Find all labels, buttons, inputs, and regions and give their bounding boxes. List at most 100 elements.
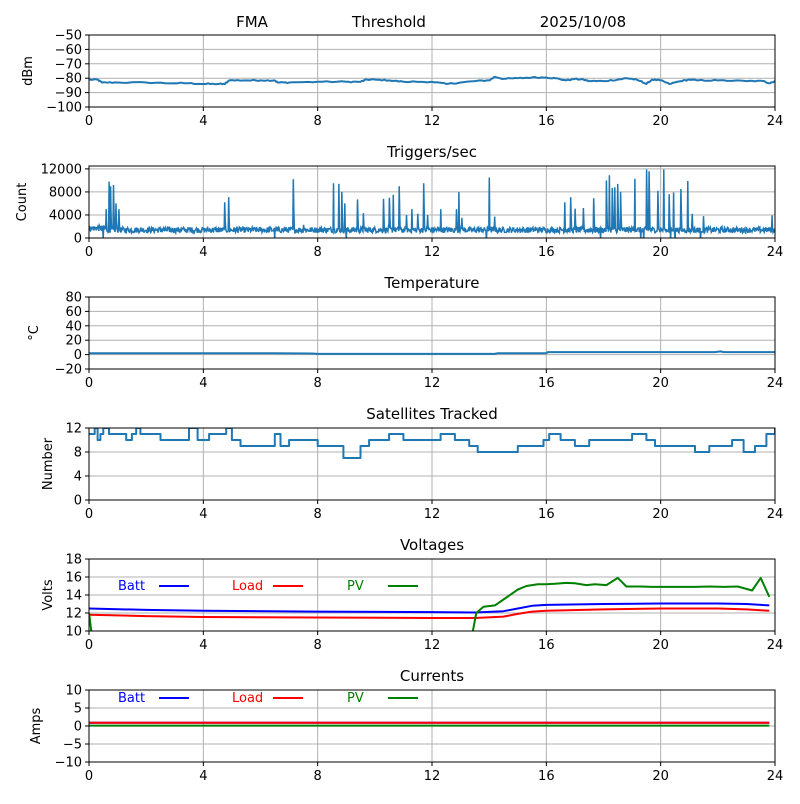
panel-triggers: 0 4 8 12 16 20 24 0 4000 8000 12000 Triggers/sec Cou… (15, 143, 783, 260)
x-tick-label: 8 (314, 769, 322, 784)
y-tick-label: 10 (65, 625, 82, 640)
y-tick-label: 4000 (49, 208, 82, 223)
y-tick-label: 0 (74, 494, 82, 509)
y-tick-label: 8000 (49, 185, 82, 200)
y-tick-label: −50 (55, 29, 82, 44)
series-line-triggers (89, 169, 775, 238)
y-tick-label: 12 (65, 422, 82, 437)
header-title-center: Threshold (351, 13, 426, 31)
x-tick-label: 4 (199, 114, 207, 129)
y-axis-label: Amps (29, 707, 44, 744)
y-axis-label: Volts (41, 579, 56, 611)
x-tick-label: 20 (652, 769, 669, 784)
panel-satellites: 0 4 8 12 16 20 24 0 4 8 12 Satellites Tracked Number (41, 405, 783, 522)
y-tick-label: 0 (74, 720, 82, 735)
x-tick-label: 4 (199, 376, 207, 391)
x-tick-label: 16 (538, 507, 555, 522)
series-line-temperature (89, 350, 775, 355)
x-tick-label: 16 (538, 638, 555, 653)
header-title-right: 2025/10/08 (540, 13, 626, 31)
y-tick-label: 5 (74, 702, 82, 717)
x-tick-label: 12 (424, 245, 441, 260)
x-tick-label: 20 (652, 114, 669, 129)
series-line-satellites (89, 428, 775, 459)
panel-signal: 0 4 8 12 16 20 24 −100−90−80−70−60−50 dBm (21, 29, 783, 130)
x-tick-label: 0 (85, 507, 93, 522)
header-title-left: FMA (236, 13, 269, 31)
x-tick-label: 24 (767, 769, 784, 784)
x-tick-label: 16 (538, 114, 555, 129)
x-tick-label: 20 (652, 376, 669, 391)
y-tick-label: −70 (55, 57, 82, 72)
x-tick-label: 8 (314, 245, 322, 260)
series-line-signal (89, 75, 775, 86)
legend-label-pv: PV (347, 691, 364, 706)
y-axis-label: Count (15, 183, 30, 222)
series-group (89, 350, 775, 355)
x-tick-label: 16 (538, 376, 555, 391)
y-tick-label: −60 (55, 43, 82, 58)
x-tick-label: 4 (199, 245, 207, 260)
x-tick-label: 8 (314, 507, 322, 522)
panel-currents: Batt Load PV 0 4 8 12 16 20 24 −10 −5 0 5 10 Currents Am… (29, 667, 783, 784)
x-tick-label: 12 (424, 638, 441, 653)
y-tick-label: −20 (55, 363, 82, 378)
series-line-batt (89, 602, 770, 614)
legend-label-pv: PV (347, 579, 364, 594)
chart-title: Temperature (383, 274, 479, 292)
x-tick-label: 4 (199, 638, 207, 653)
x-tick-label: 8 (314, 376, 322, 391)
panel-voltages: Batt Load PV 0 4 8 12 16 20 24 10 12 14 16 18 Voltages V… (41, 536, 783, 653)
x-tick-label: 16 (538, 769, 555, 784)
chart-title: Satellites Tracked (366, 405, 497, 423)
chart-title: Triggers/sec (386, 143, 477, 161)
y-tick-label: 10 (65, 684, 82, 699)
chart-title: Currents (400, 667, 464, 685)
y-tick-label: 80 (65, 291, 82, 306)
y-axis-label: dBm (21, 56, 36, 86)
x-tick-label: 20 (652, 507, 669, 522)
y-tick-label: 0 (74, 232, 82, 247)
x-tick-label: 24 (767, 114, 784, 129)
y-tick-label: 60 (65, 305, 82, 320)
x-tick-label: 12 (424, 507, 441, 522)
y-tick-label: −80 (55, 72, 82, 87)
y-tick-label: 8 (74, 446, 82, 461)
y-tick-label: 16 (65, 571, 82, 586)
legend-label-batt: Batt (118, 579, 145, 594)
y-tick-label: 0 (74, 348, 82, 363)
series-group (89, 576, 771, 631)
y-axis-label: Number (41, 437, 56, 490)
y-tick-label: 14 (65, 589, 82, 604)
x-tick-label: 0 (85, 769, 93, 784)
x-tick-label: 20 (652, 638, 669, 653)
y-tick-label: 40 (65, 319, 82, 334)
legend-label-load: Load (232, 579, 263, 594)
x-tick-label: 8 (314, 638, 322, 653)
x-tick-label: 0 (85, 245, 93, 260)
y-tick-label: 18 (65, 553, 82, 568)
series-group (89, 721, 770, 727)
x-tick-label: 4 (199, 507, 207, 522)
series-group (89, 75, 775, 86)
y-tick-label: 12 (65, 607, 82, 622)
x-tick-label: 24 (767, 638, 784, 653)
y-axis-label: °C (27, 325, 42, 341)
y-tick-label: 12000 (41, 162, 82, 177)
x-tick-label: 20 (652, 245, 669, 260)
x-tick-label: 24 (767, 245, 784, 260)
x-tick-label: 0 (85, 376, 93, 391)
legend-label-batt: Batt (118, 691, 145, 706)
series-line-load (89, 607, 770, 619)
series-group (89, 169, 775, 238)
y-tick-label: 20 (65, 334, 82, 349)
x-tick-label: 8 (314, 114, 322, 129)
y-tick-label: −100 (46, 101, 82, 116)
x-tick-label: 12 (424, 769, 441, 784)
x-tick-label: 24 (767, 507, 784, 522)
series-line-pv (89, 576, 771, 631)
series-group (89, 428, 775, 459)
